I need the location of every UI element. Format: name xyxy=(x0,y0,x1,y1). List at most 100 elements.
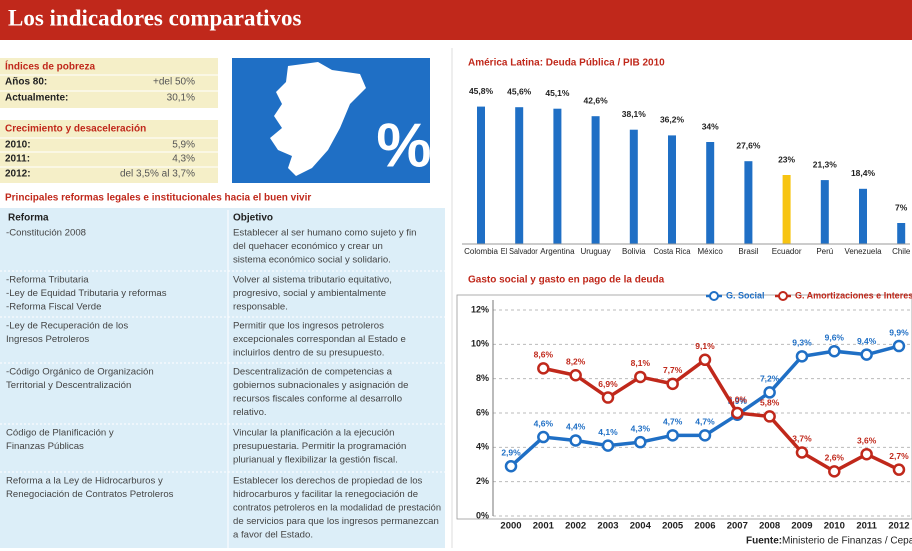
x-tick-label: Chile xyxy=(892,247,911,256)
value-label: 9,1% xyxy=(695,341,715,351)
value-label: 4,7% xyxy=(663,417,683,427)
point xyxy=(666,377,679,391)
table-cell: del quehacer económico y crear un xyxy=(233,241,383,252)
x-tick-label: 2003 xyxy=(597,521,618,532)
value-label: 9,4% xyxy=(857,336,877,346)
point xyxy=(634,435,647,449)
point xyxy=(537,430,550,444)
line-plot-frame xyxy=(456,294,912,520)
y-tick-label: 12% xyxy=(471,304,489,314)
point xyxy=(795,350,809,363)
table-cell: excepcionales correspondan al Estado e xyxy=(233,334,406,345)
value-label: 2,9% xyxy=(501,447,521,457)
point xyxy=(828,465,841,478)
point xyxy=(795,446,809,459)
value-label: 3,6% xyxy=(857,435,877,445)
value-label: 18,4% xyxy=(851,168,876,178)
point xyxy=(892,339,906,353)
table-cell: Descentralización de competencias a xyxy=(233,367,393,378)
point xyxy=(860,348,873,361)
source-label: Fuente: xyxy=(746,536,782,547)
table-cell: incluirlos dentro de su presupuesto. xyxy=(233,348,384,359)
value-label: 27,6% xyxy=(736,140,761,150)
x-tick-label: Venezuela xyxy=(845,247,883,256)
x-tick-label: Costa Rica xyxy=(654,247,692,256)
map-percent: % xyxy=(376,111,431,180)
value-label: 6,9% xyxy=(598,379,618,389)
x-tick-label: 2010 xyxy=(824,521,845,532)
bar xyxy=(553,108,562,244)
point xyxy=(860,447,873,461)
value-label: 42,6% xyxy=(584,95,609,105)
x-tick-label: 2009 xyxy=(791,521,812,532)
x-tick-label: 2002 xyxy=(565,521,586,532)
x-tick-label: 2007 xyxy=(727,521,748,532)
table-cell: progresivo, social y ambientalmente xyxy=(233,288,386,299)
value-label: 21,3% xyxy=(813,159,838,169)
bar xyxy=(629,129,638,244)
y-tick-label: 10% xyxy=(471,339,489,349)
table-cell: Finanzas Públicas xyxy=(6,441,84,452)
header-bar xyxy=(0,0,912,40)
table-header: Reforma xyxy=(8,213,49,224)
bar xyxy=(859,188,867,244)
value-label: 9,6% xyxy=(825,332,845,342)
value-label: 7,7% xyxy=(663,365,683,375)
x-tick-label: 2000 xyxy=(500,521,521,532)
point xyxy=(666,429,679,442)
table-cell: -Código Orgánico de Organización xyxy=(6,367,154,378)
row-label: Actualmente: xyxy=(5,93,68,104)
box-title: Índices de pobreza xyxy=(5,60,95,73)
legend-marker xyxy=(709,291,719,301)
table-header: Objetivo xyxy=(233,213,273,224)
table-cell: Código de Planificación y xyxy=(6,428,114,439)
x-tick-label: Argentina xyxy=(540,247,575,256)
point xyxy=(731,406,744,420)
table-cell: -Reforma Tributaria xyxy=(6,275,89,286)
value-label: 2,6% xyxy=(825,453,845,463)
ecuador-map xyxy=(270,62,366,176)
table-cell: de servicios para que los ingresos perma… xyxy=(233,516,439,527)
x-tick-label: 2008 xyxy=(759,521,780,532)
value-label: 45,8% xyxy=(469,86,494,96)
value-label: 4,6% xyxy=(534,418,554,428)
table-cell: recursos fiscales conforme al desarrollo xyxy=(233,394,402,405)
header-title: Los indicadores comparativos xyxy=(8,5,302,30)
bar xyxy=(782,175,791,244)
row-label: 2011: xyxy=(5,154,30,165)
table-cell: -Constitución 2008 xyxy=(6,228,86,239)
value-label: 23% xyxy=(778,154,795,164)
reforms-title: Principales reformas legales e instituci… xyxy=(5,193,311,204)
point xyxy=(763,386,776,399)
point xyxy=(763,410,776,423)
table-cell: -Ley de Equidad Tributaria y reformas xyxy=(6,288,167,299)
table-cell: a favor del Estado. xyxy=(233,530,313,541)
bar xyxy=(744,161,753,244)
poverty-box xyxy=(0,58,218,108)
box-title: Crecimiento y desaceleración xyxy=(5,124,146,135)
y-tick-label: 6% xyxy=(476,407,489,417)
table-cell: presupuestaria. Permitir la programación xyxy=(233,441,406,452)
bar xyxy=(820,180,829,244)
value-label: 34% xyxy=(702,121,719,131)
bar xyxy=(515,107,524,244)
bar xyxy=(477,106,485,244)
table-cell: Establecer al ser humano como sujeto y f… xyxy=(233,228,416,239)
row-label: 2010: xyxy=(5,140,31,151)
point xyxy=(698,429,712,442)
point xyxy=(698,353,712,367)
point xyxy=(569,434,582,447)
table-cell: hidrocarburos y facilitar la renegociaci… xyxy=(233,489,418,500)
x-tick-label: El Salvador xyxy=(501,247,538,256)
reforms-box xyxy=(0,208,445,548)
value-label: 45,1% xyxy=(545,88,570,98)
row-label: 2012: xyxy=(5,169,31,180)
row-value: del 3,5% al 3,7% xyxy=(120,169,195,180)
x-tick-label: 2004 xyxy=(630,521,652,532)
value-label: 4,3% xyxy=(631,423,651,433)
chart-title: América Latina: Deuda Pública / PIB 2010 xyxy=(468,58,665,69)
point xyxy=(828,344,841,358)
table-cell: relativo. xyxy=(233,407,267,418)
value-label: 8,6% xyxy=(534,350,554,360)
